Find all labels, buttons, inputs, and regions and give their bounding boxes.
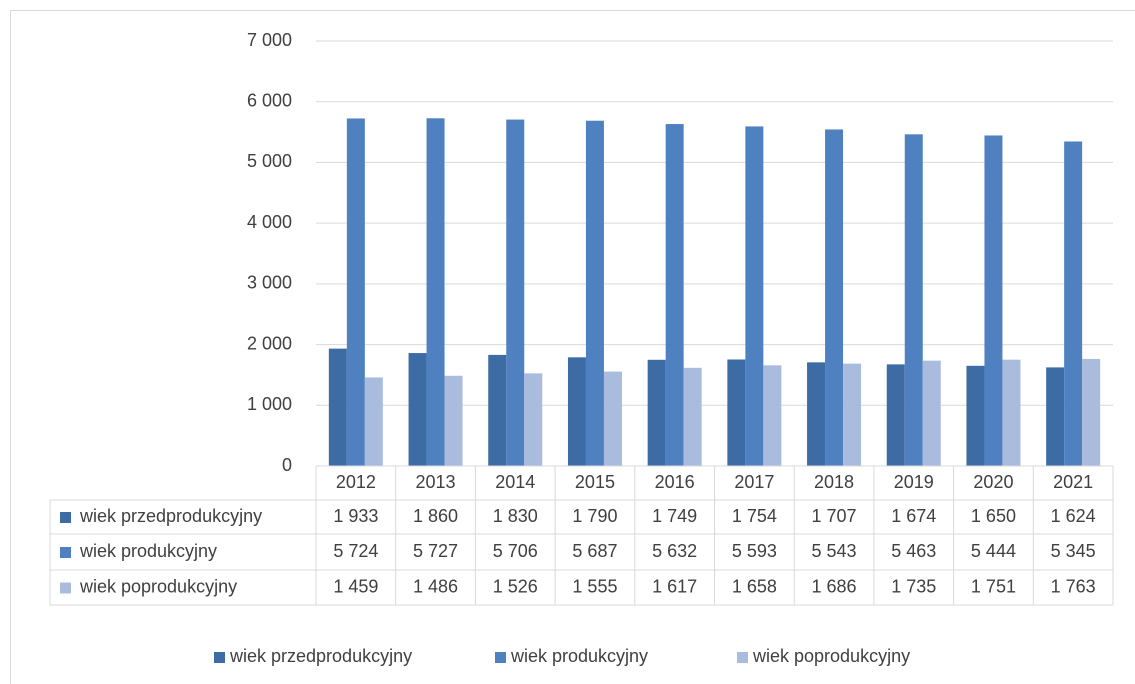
table-value: 1 526 [493,576,538,596]
bar [843,363,862,466]
table-value: 1 459 [333,576,378,596]
bar [886,364,905,466]
table-value: 1 763 [1051,576,1096,596]
y-tick-label: 1 000 [247,394,292,414]
x-tick-label: 2012 [336,472,376,492]
table-value: 5 687 [572,541,617,561]
x-tick-label: 2020 [973,472,1013,492]
bar [346,118,365,466]
y-tick-label: 4 000 [247,212,292,232]
bar [567,357,586,466]
table-value: 1 707 [812,506,857,526]
table-value: 1 749 [652,506,697,526]
x-tick-label: 2016 [655,472,695,492]
bar [364,377,383,466]
bar [1082,358,1101,466]
bar [665,124,684,467]
bar [904,134,923,466]
bar [506,119,525,467]
table-value: 1 617 [652,576,697,596]
legend-label: wiek przedprodukcyjny [229,646,412,666]
table-value: 5 593 [732,541,777,561]
table-value: 5 706 [493,541,538,561]
table-value: 1 751 [971,576,1016,596]
table-row-label: wiek poprodukcyjny [79,576,237,596]
table-value: 1 686 [812,576,857,596]
bar [745,126,764,467]
bar [408,353,427,466]
x-tick-label: 2013 [416,472,456,492]
table-value: 1 754 [732,506,777,526]
bar [1064,141,1083,466]
bar [825,129,844,467]
legend-key [60,582,71,594]
bar [1002,359,1021,466]
bar [603,371,622,466]
table-value: 1 674 [891,506,936,526]
table-value: 1 486 [413,576,458,596]
bar [727,359,746,466]
legend-key [60,512,71,523]
bar [1046,367,1065,466]
x-tick-label: 2018 [814,472,854,492]
y-tick-label: 2 000 [247,333,292,353]
y-tick-label: 6 000 [247,90,292,110]
legend-key [214,652,225,663]
table-value: 1 790 [572,506,617,526]
bar [426,118,445,467]
table-value: 5 724 [333,541,378,561]
bar [585,120,604,466]
legend-label: wiek poprodukcyjny [752,646,910,666]
table-value: 5 543 [812,541,857,561]
table-value: 1 658 [732,576,777,596]
y-tick-label: 7 000 [247,30,292,50]
bar [922,360,941,466]
y-tick-label: 5 000 [247,151,292,171]
legend-key [495,652,506,663]
table-value: 5 463 [891,541,936,561]
table-value: 1 650 [971,506,1016,526]
table-value: 1 555 [572,576,617,596]
x-tick-label: 2021 [1053,472,1093,492]
table-value: 1 735 [891,576,936,596]
x-tick-label: 2014 [495,472,535,492]
table-value: 5 444 [971,541,1016,561]
y-tick-label: 3 000 [247,273,292,293]
table-row-label: wiek przedprodukcyjny [79,506,262,526]
table-value: 1 830 [493,506,538,526]
table-value: 5 632 [652,541,697,561]
bar [966,365,985,466]
bar [444,375,463,466]
table-value: 1 860 [413,506,458,526]
y-tick-label: 0 [282,455,292,475]
x-tick-label: 2019 [894,472,934,492]
bar [524,373,543,466]
table-value: 5 727 [413,541,458,561]
bar [984,135,1003,466]
bar [683,367,702,466]
x-tick-label: 2017 [734,472,774,492]
bar [647,359,666,466]
table-value: 5 345 [1051,541,1096,561]
legend-key [737,652,748,663]
bar [807,362,826,466]
legend-label: wiek produkcyjny [510,646,648,666]
x-tick-label: 2015 [575,472,615,492]
legend-key [60,547,71,558]
bar [763,365,782,466]
table-row-label: wiek produkcyjny [79,541,217,561]
table-value: 1 933 [333,506,378,526]
table-value: 1 624 [1051,506,1096,526]
bar [488,354,507,466]
bar [328,348,347,466]
